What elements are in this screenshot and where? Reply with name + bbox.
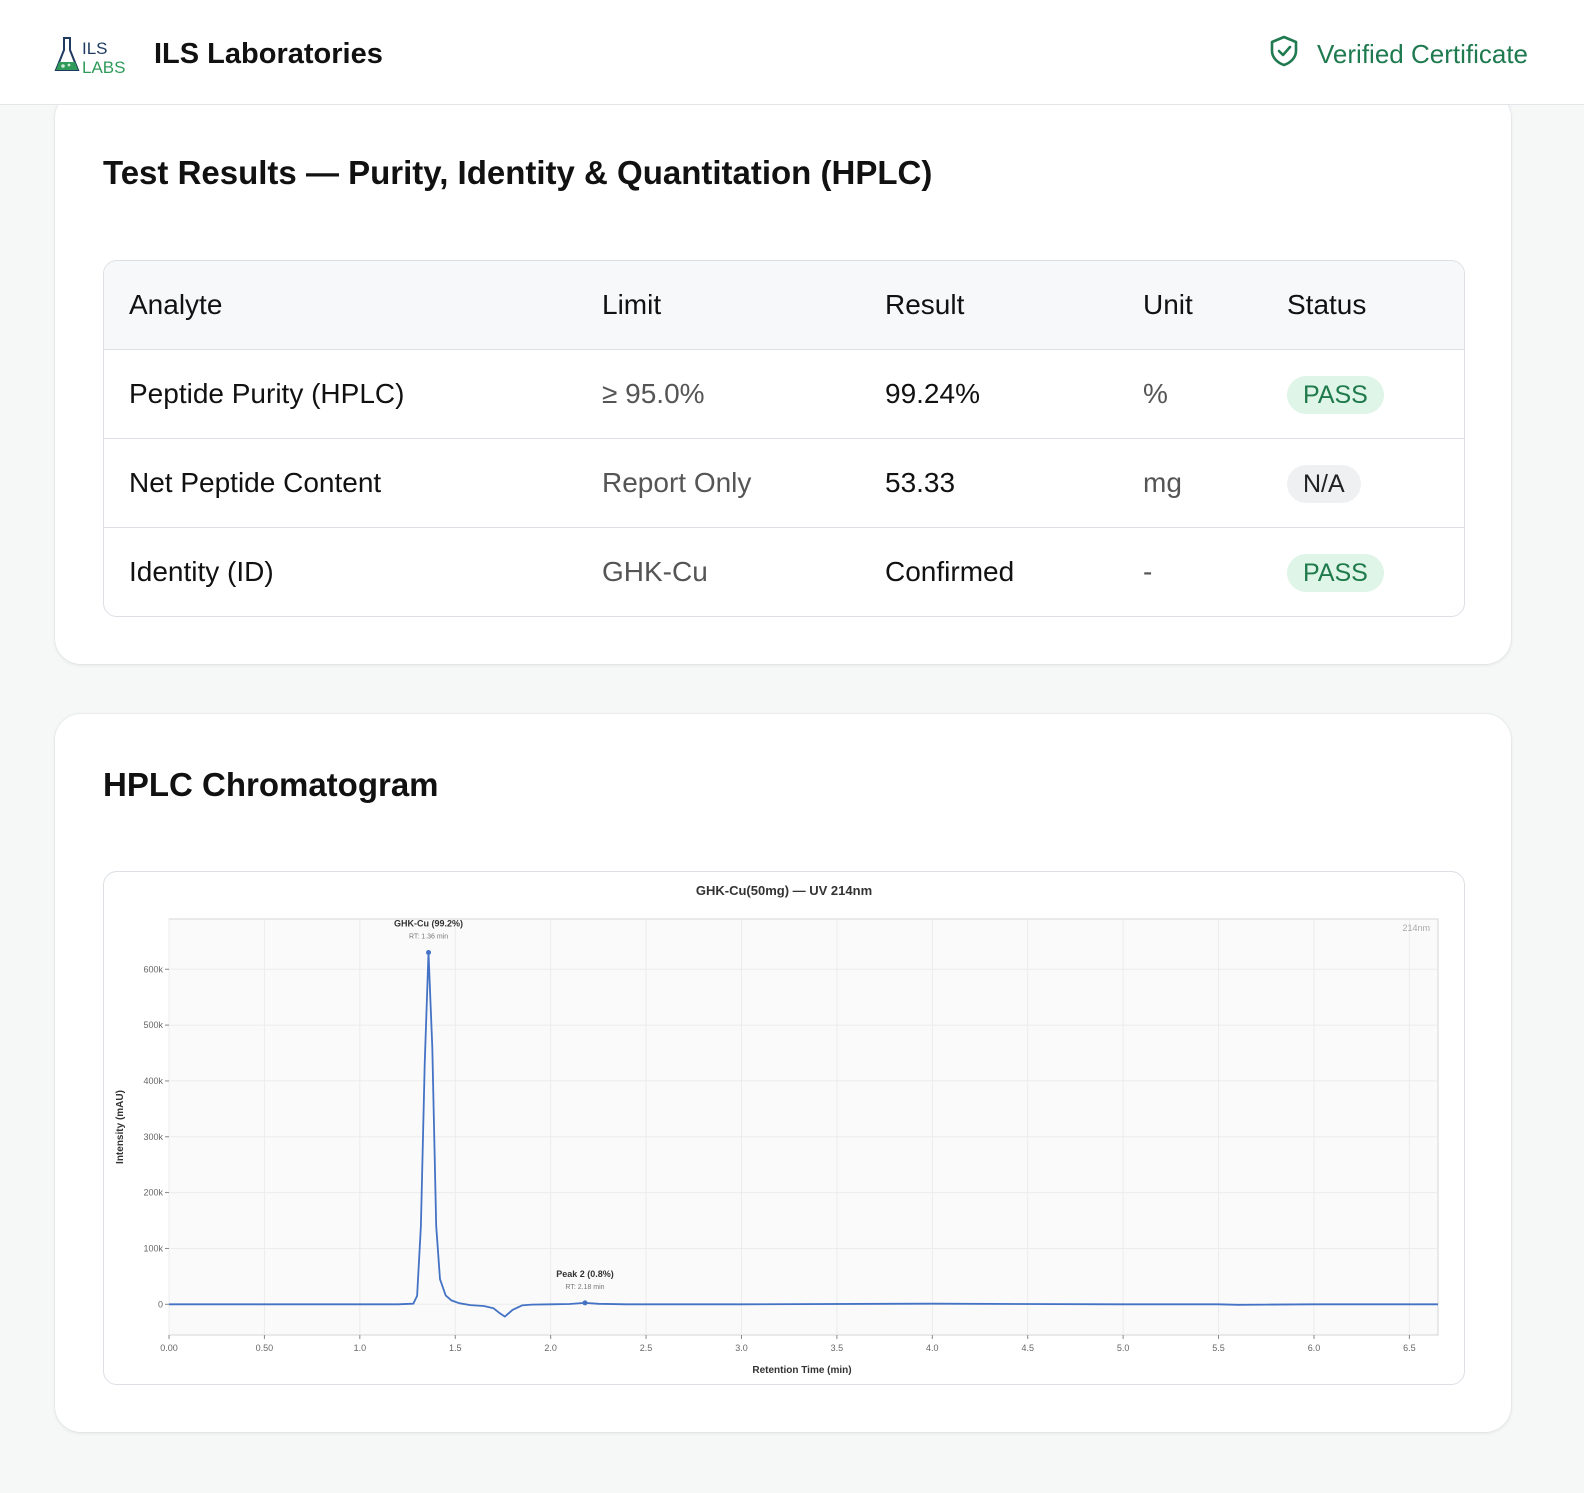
verified-certificate-badge[interactable]: Verified Certificate [1269, 35, 1528, 74]
x-tick-label: 1.0 [354, 1343, 367, 1353]
chromatogram-svg: GHK-Cu(50mg) — UV 214nm 0.00 0.50 1.0 1.5 2.… [115, 883, 1439, 1376]
limit-cell: GHK-Cu [602, 556, 708, 587]
limit-cell: ≥ 95.0% [602, 378, 705, 409]
column-header-status: Status [1287, 289, 1367, 320]
chart-title: GHK-Cu(50mg) — UV 214nm [696, 883, 872, 898]
x-tick-label: 4.5 [1021, 1343, 1034, 1353]
status-badge: PASS [1287, 554, 1384, 592]
y-tick-label: 300k [143, 1132, 163, 1142]
corner-label: 214nm [1402, 923, 1430, 933]
y-tick-label: 600k [143, 964, 163, 974]
column-header-analyte: Analyte [129, 289, 223, 320]
x-tick-label: 1.5 [449, 1343, 462, 1353]
ils-labs-logo: ILS LABS [54, 36, 138, 77]
result-cell: 99.24% [885, 378, 980, 409]
chromatogram-chart: GHK-Cu(50mg) — UV 214nm 0.00 0.50 1.0 1.5 2.… [103, 871, 1465, 1385]
limit-cell: Report Only [602, 467, 752, 498]
test-results-card: Test Results — Purity, Identity & Quanti… [55, 92, 1511, 664]
x-tick-label: 3.0 [735, 1343, 748, 1353]
table-row: Identity (ID) GHK-Cu Confirmed - PASS [104, 527, 1464, 616]
x-tick-label: 0.50 [256, 1343, 274, 1353]
chromatogram-card: HPLC Chromatogram GHK-Cu(50mg) — UV 214n… [55, 714, 1511, 1432]
peak-marker [426, 950, 432, 956]
x-tick-label: 6.5 [1403, 1343, 1416, 1353]
x-tick-label: 6.0 [1308, 1343, 1321, 1353]
unit-cell: - [1143, 556, 1153, 587]
svg-text:ILS: ILS [82, 39, 108, 58]
verified-label: Verified Certificate [1317, 38, 1528, 69]
y-tick-label: 200k [143, 1188, 163, 1198]
peak-label: GHK-Cu (99.2%) [394, 919, 463, 929]
results-table: Analyte Limit Result Unit Status Peptide… [103, 260, 1465, 617]
result-cell: 53.33 [885, 467, 956, 498]
status-badge: N/A [1287, 465, 1361, 503]
y-tick-label: 100k [143, 1243, 163, 1253]
grid-lines [168, 919, 1438, 1335]
analyte-cell: Net Peptide Content [129, 467, 382, 498]
status-badge: PASS [1287, 376, 1384, 414]
x-tick-label: 0.00 [160, 1343, 178, 1353]
unit-cell: mg [1143, 467, 1182, 498]
column-header-unit: Unit [1143, 289, 1193, 320]
y-axis-label: Intensity (mAU) [115, 1090, 126, 1164]
plot-area [168, 918, 1439, 1336]
brand-name: ILS Laboratories [154, 38, 383, 70]
shield-check-icon [1269, 35, 1299, 74]
test-results-title: Test Results — Purity, Identity & Quanti… [103, 154, 933, 191]
y-tick-label: 500k [143, 1020, 163, 1030]
table-row: Net Peptide Content Report Only 53.33 mg… [104, 438, 1464, 527]
axis-ticks: 0.00 0.50 1.0 1.5 2.0 2.5 3.0 3.5 4.0 4.5 5.0 5.5 6.… [143, 964, 1415, 1353]
result-cell: Confirmed [885, 556, 1015, 587]
peak-label: Peak 2 (0.8%) [556, 1269, 614, 1279]
peak-marker [582, 1300, 588, 1306]
x-tick-label: 5.5 [1212, 1343, 1225, 1353]
x-axis-label: Retention Time (min) [752, 1365, 851, 1376]
x-tick-label: 4.0 [926, 1343, 939, 1353]
analyte-cell: Identity (ID) [129, 556, 274, 587]
table-header-row: Analyte Limit Result Unit Status [104, 261, 1464, 349]
x-tick-label: 5.0 [1117, 1343, 1130, 1353]
series-line-ghk-cu [169, 951, 1438, 1318]
y-tick-label: 0 [158, 1299, 163, 1309]
column-header-result: Result [885, 289, 965, 320]
peak-retention-label: RT: 2.18 min [565, 1284, 604, 1291]
x-tick-label: 2.0 [544, 1343, 557, 1353]
analyte-cell: Peptide Purity (HPLC) [129, 378, 405, 409]
peak-annotations: GHK-Cu (99.2%) RT: 1.36 min Peak 2 (0.8%) R… [394, 919, 614, 1306]
peak-retention-label: RT: 1.36 min [409, 934, 448, 941]
y-tick-label: 400k [143, 1076, 163, 1086]
x-tick-label: 2.5 [640, 1343, 653, 1353]
app-header: ILS LABS ILS Laboratories Verified Certi… [0, 0, 1584, 105]
unit-cell: % [1143, 378, 1168, 409]
chromatogram-title: HPLC Chromatogram [103, 766, 439, 803]
svg-text:LABS: LABS [82, 58, 125, 76]
table-row: Peptide Purity (HPLC) ≥ 95.0% 99.24% % P… [104, 349, 1464, 438]
x-tick-label: 3.5 [831, 1343, 844, 1353]
column-header-limit: Limit [602, 289, 662, 320]
